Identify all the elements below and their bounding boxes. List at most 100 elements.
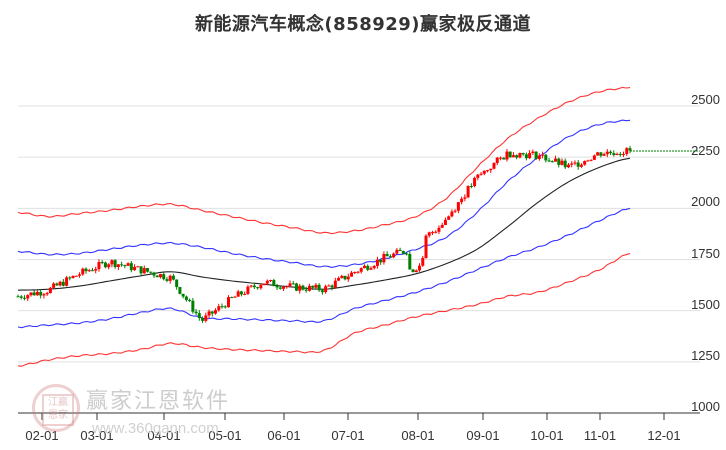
middle-line (17, 157, 631, 291)
candle-down (139, 266, 143, 274)
candle-down (22, 297, 26, 299)
candle-up (482, 170, 486, 174)
candle-up (136, 266, 140, 268)
candle-up (262, 283, 266, 286)
candle-up (327, 285, 331, 287)
candle-down (411, 269, 415, 273)
candle-up (337, 277, 341, 281)
candle-down (275, 286, 279, 288)
candle-up (246, 286, 250, 294)
candle-up (356, 271, 360, 273)
candle-up (285, 286, 289, 288)
candle-down (165, 279, 169, 281)
candle-down (90, 270, 94, 272)
candle-down (534, 151, 538, 159)
candle-down (405, 253, 409, 255)
candle-down (563, 160, 567, 168)
candle-up (369, 268, 373, 270)
candle-up (605, 151, 609, 155)
candle-up (473, 177, 477, 187)
candle-down (256, 287, 260, 289)
candle-up (596, 152, 600, 156)
candle-down (123, 265, 127, 267)
candle-down (188, 300, 192, 302)
x-tick-label: 04-01 (147, 428, 181, 443)
candle-down (388, 256, 392, 258)
candle-down (175, 279, 179, 288)
candle-up (456, 202, 460, 211)
x-tick-label: 07-01 (331, 428, 365, 443)
candle-down (239, 291, 243, 295)
candle-up (282, 286, 286, 289)
watermark-brand: 赢家江恩软件 (86, 389, 231, 414)
candle-down (223, 306, 227, 308)
candle-down (100, 262, 104, 264)
x-tick-label: 09-01 (466, 428, 500, 443)
candle-up (107, 264, 111, 268)
x-tick-label: 06-01 (267, 428, 301, 443)
candle-down (129, 263, 133, 271)
candle-down (39, 291, 43, 296)
y-tick-label: 1750 (691, 246, 720, 261)
candle-up (511, 155, 515, 158)
candle-up (382, 254, 386, 263)
candle-down (210, 311, 214, 314)
candle-down (320, 290, 324, 293)
candle-down (181, 293, 185, 297)
candle-down (515, 155, 519, 158)
candle-down (252, 285, 256, 288)
candle-up (453, 210, 457, 212)
candle-up (492, 162, 496, 169)
candle-up (586, 160, 590, 162)
candle-up (35, 291, 39, 296)
candle-up (226, 297, 230, 308)
candle-down (220, 306, 224, 308)
watermark-url: www.360gann.com (92, 420, 219, 437)
candle-up (476, 174, 480, 178)
candle-up (579, 164, 583, 167)
candle-down (385, 254, 389, 257)
candle-down (524, 154, 528, 159)
candle-down (272, 280, 276, 287)
y-tick-label: 2000 (691, 194, 720, 209)
candle-up (65, 277, 69, 286)
candle-up (466, 186, 470, 198)
candle-up (350, 272, 354, 277)
candle-down (408, 253, 412, 270)
candle-up (602, 154, 606, 156)
candle-up (52, 283, 56, 288)
candle-down (343, 275, 347, 280)
candle-up (518, 152, 522, 158)
candle-up (333, 280, 337, 288)
candle-down (628, 148, 632, 151)
candle-up (259, 285, 263, 289)
candle-down (16, 296, 20, 298)
candle-down (19, 296, 23, 298)
chart-title: 新能源汽车概念(858929)赢家极反通道 (194, 14, 532, 35)
candlesticks (16, 145, 632, 324)
y-tick-label: 1500 (691, 297, 720, 312)
candle-down (379, 259, 383, 263)
y-tick-label: 1250 (691, 348, 720, 363)
candle-up (592, 155, 596, 160)
candle-up (314, 284, 318, 288)
candle-up (359, 268, 363, 272)
x-tick-label: 02-01 (25, 428, 59, 443)
watermark-logo-icon: 江赢恩家 (32, 384, 80, 432)
candle-up (78, 274, 82, 276)
candle-up (443, 219, 447, 225)
channel-lines (17, 86, 631, 367)
candle-up (486, 170, 490, 172)
candle-up (437, 227, 441, 232)
candle-down (113, 260, 117, 268)
candle-up (58, 281, 62, 286)
x-tick-label: 05-01 (208, 428, 242, 443)
candle-up (249, 285, 253, 287)
candle-up (110, 260, 114, 265)
candle-down (502, 157, 506, 160)
candle-down (401, 250, 405, 254)
candle-down (149, 271, 153, 273)
candle-down (311, 285, 315, 288)
candle-down (155, 275, 159, 278)
